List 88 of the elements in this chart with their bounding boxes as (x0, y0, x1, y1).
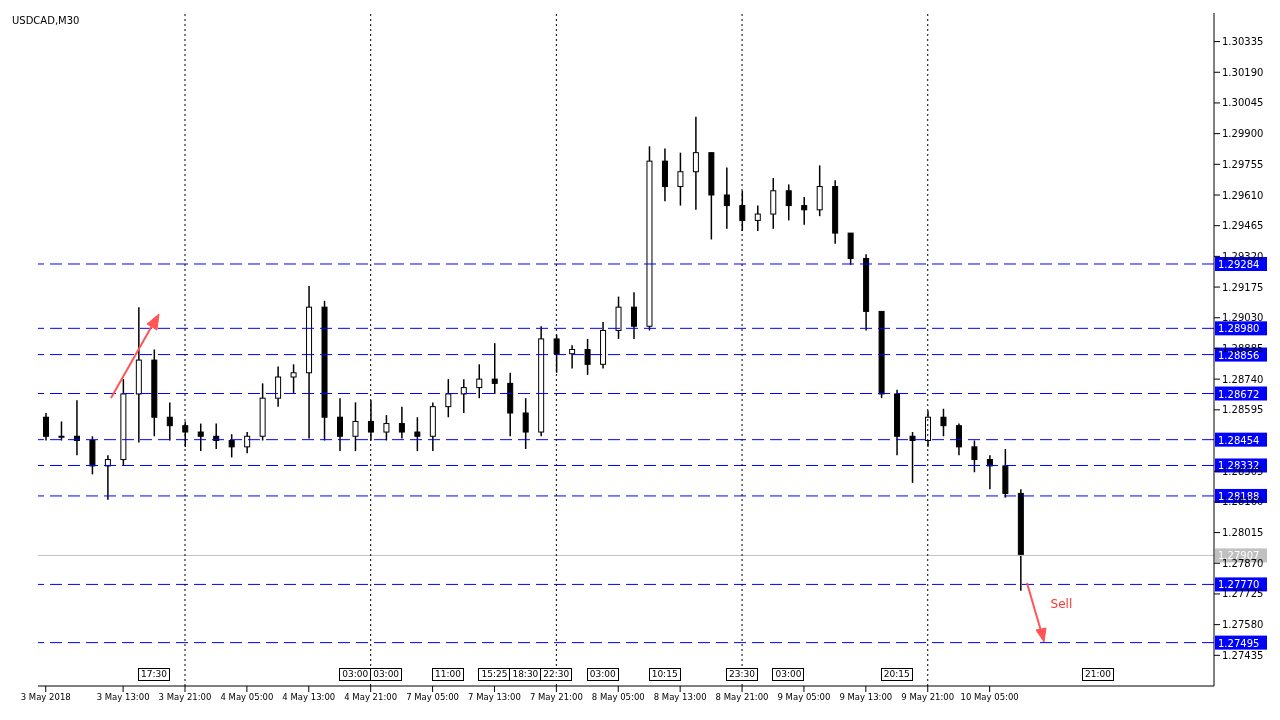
candlestick (940, 408, 947, 438)
x-tick-label: 3 May 21:00 (158, 692, 212, 703)
x-tick-label: 8 May 13:00 (653, 692, 707, 703)
candlestick (383, 414, 390, 442)
candlestick (723, 166, 730, 230)
candlestick (785, 183, 792, 222)
candlestick (631, 291, 637, 340)
ref-line-label: 1.27770 (1218, 579, 1260, 591)
ref-line-label: 1.28454 (1218, 434, 1260, 446)
x-tick-label: 4 May 21:00 (344, 692, 398, 703)
y-tick-label: 1.29465 (1222, 220, 1264, 232)
candlestick (197, 422, 204, 452)
chart-title: USDCAD,M30 (12, 15, 80, 26)
candlestick (352, 401, 359, 452)
candlestick (522, 397, 529, 450)
candlestick (971, 439, 978, 473)
candlestick (677, 151, 684, 207)
annotation: 22:30 (540, 668, 573, 681)
annotation: 23:30 (726, 668, 758, 681)
y-tick-label: 1.29030 (1222, 312, 1264, 324)
candlestick (43, 412, 49, 442)
candlestick (414, 416, 421, 452)
y-tick-label: 1.28595 (1222, 404, 1264, 416)
candlestick (816, 164, 823, 217)
y-tick-label: 1.30190 (1222, 66, 1264, 78)
annotation: 17:30 (138, 668, 170, 681)
annotation: 03:00 (339, 668, 372, 681)
candlestick (476, 363, 483, 399)
annotation: 20:15 (880, 668, 913, 681)
x-tick-label: 3 May 13:00 (96, 692, 150, 703)
annotation: 18:30 (509, 668, 542, 681)
x-tick-label: 4 May 05:00 (220, 692, 274, 703)
candlestick (58, 420, 65, 442)
y-tick-label: 1.27725 (1222, 588, 1264, 600)
candlestick (244, 431, 251, 454)
candlestick (166, 401, 173, 442)
candlestick (290, 363, 297, 395)
y-tick-label: 1.30335 (1222, 36, 1264, 48)
annotation: Sell (1050, 596, 1073, 611)
candlestick (569, 344, 576, 370)
y-tick-label: 1.27435 (1222, 649, 1264, 661)
candlestick (104, 454, 111, 501)
y-tick-label: 1.29175 (1222, 281, 1264, 293)
annotation: 21:00 (1081, 668, 1114, 681)
ref-line-label: 1.28672 (1218, 388, 1260, 400)
candlestick (909, 431, 916, 484)
ref-line-label: 1.27495 (1218, 637, 1260, 649)
x-tick-label: 7 May 05:00 (406, 692, 460, 703)
x-tick-label: 10 May 05:00 (960, 692, 1019, 703)
ref-line-label: 1.28980 (1218, 323, 1260, 335)
candlestick (398, 405, 405, 440)
candlestick (584, 338, 591, 376)
candlestick (228, 433, 235, 459)
candlestick (615, 295, 622, 340)
x-tick-label: 9 May 13:00 (839, 692, 893, 703)
ref-line-label: 1.29284 (1218, 259, 1260, 270)
candlestick (692, 115, 699, 211)
candlestick (955, 422, 962, 457)
y-tick-label: 1.29900 (1222, 128, 1264, 140)
y-tick-label: 1.27580 (1222, 619, 1264, 631)
x-tick-label: 8 May 05:00 (591, 692, 645, 703)
x-tick-label: 7 May 13:00 (468, 692, 521, 703)
x-tick-label: 9 May 21:00 (901, 692, 955, 703)
candlestick (801, 196, 808, 226)
annotation: 15:25 (478, 668, 511, 681)
x-tick-label: 4 May 13:00 (282, 692, 336, 703)
candlestick (275, 365, 282, 408)
annotation: 03:00 (772, 668, 805, 681)
y-tick-label: 1.28015 (1222, 527, 1264, 539)
y-tick-label: 1.30045 (1222, 97, 1264, 109)
candlestick (491, 342, 498, 395)
candlestick (337, 397, 343, 452)
annotation: 03:00 (370, 668, 403, 681)
x-tick-label: 7 May 21:00 (529, 692, 583, 703)
annotation: 03:00 (586, 668, 619, 681)
candlestick (460, 378, 467, 414)
annotation: 10:15 (648, 668, 681, 681)
y-tick-label: 1.29610 (1222, 189, 1264, 201)
candlestick (986, 454, 993, 490)
candlestick (754, 204, 761, 232)
y-tick-label: 1.28740 (1222, 373, 1264, 385)
x-tick-label: 3 May 2018 (20, 692, 71, 703)
annotation: 11:00 (432, 668, 464, 681)
x-tick-label: 8 May 21:00 (715, 692, 769, 703)
x-tick-label: 9 May 05:00 (777, 692, 831, 703)
candlestick (770, 177, 777, 230)
y-tick-label: 1.29755 (1222, 158, 1264, 170)
candlestick (445, 378, 452, 418)
